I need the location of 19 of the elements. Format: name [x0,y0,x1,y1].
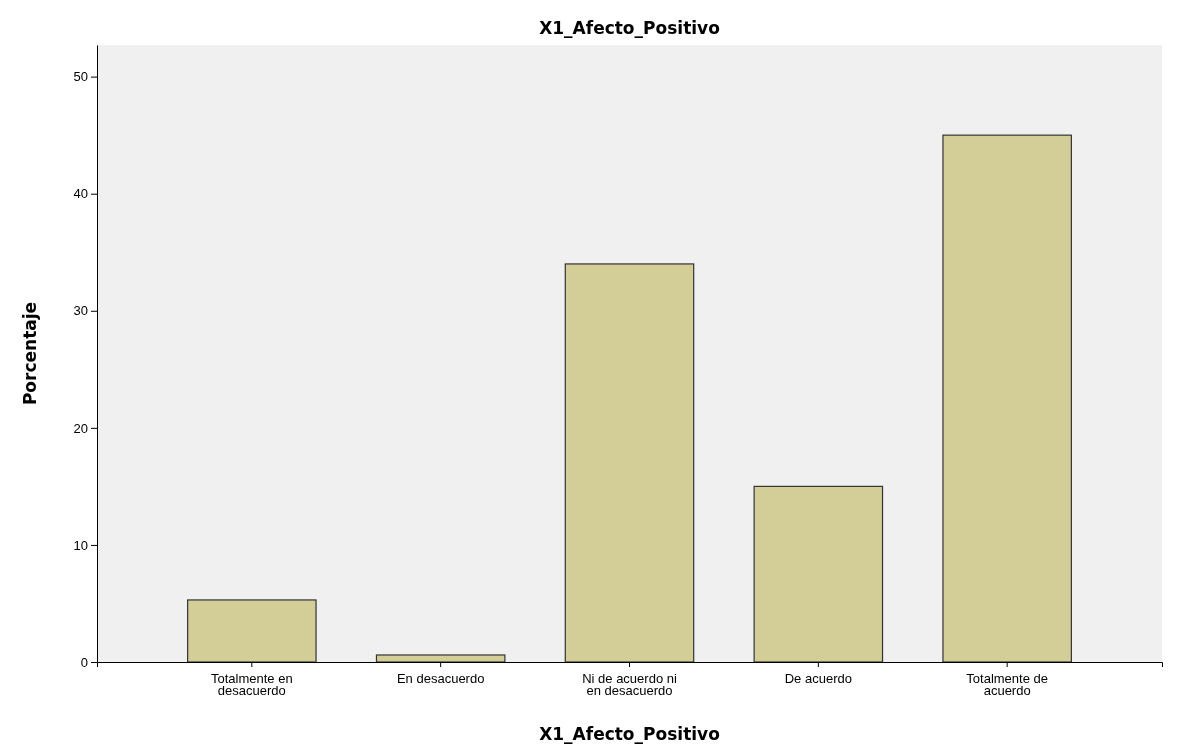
x-tick-label: De acuerdo [784,670,852,686]
x-axis-title: X1_Afecto_Positivo [539,724,720,744]
y-tick-label: 40 [73,186,88,202]
y-axis-title: Porcentaje [20,301,40,406]
x-tick-label: Ni de acuerdo ni en desacuerdo [582,670,677,699]
y-tick-label: 50 [73,69,88,85]
x-tick-label: Totalmente en desacuerdo [211,670,293,699]
bar [187,599,317,663]
y-tick-label: 10 [73,537,88,553]
x-tick-label: Totalmente de acuerdo [966,670,1048,699]
bar [375,654,506,663]
y-tick-label: 0 [80,654,88,670]
bar [942,134,1072,663]
y-tick-label: 30 [73,303,88,319]
y-tick-label: 20 [73,420,88,436]
bar [564,263,695,663]
chart-title: X1_Afecto_Positivo [539,18,720,38]
bar [753,485,884,663]
x-tick-label: En desacuerdo [396,670,485,686]
